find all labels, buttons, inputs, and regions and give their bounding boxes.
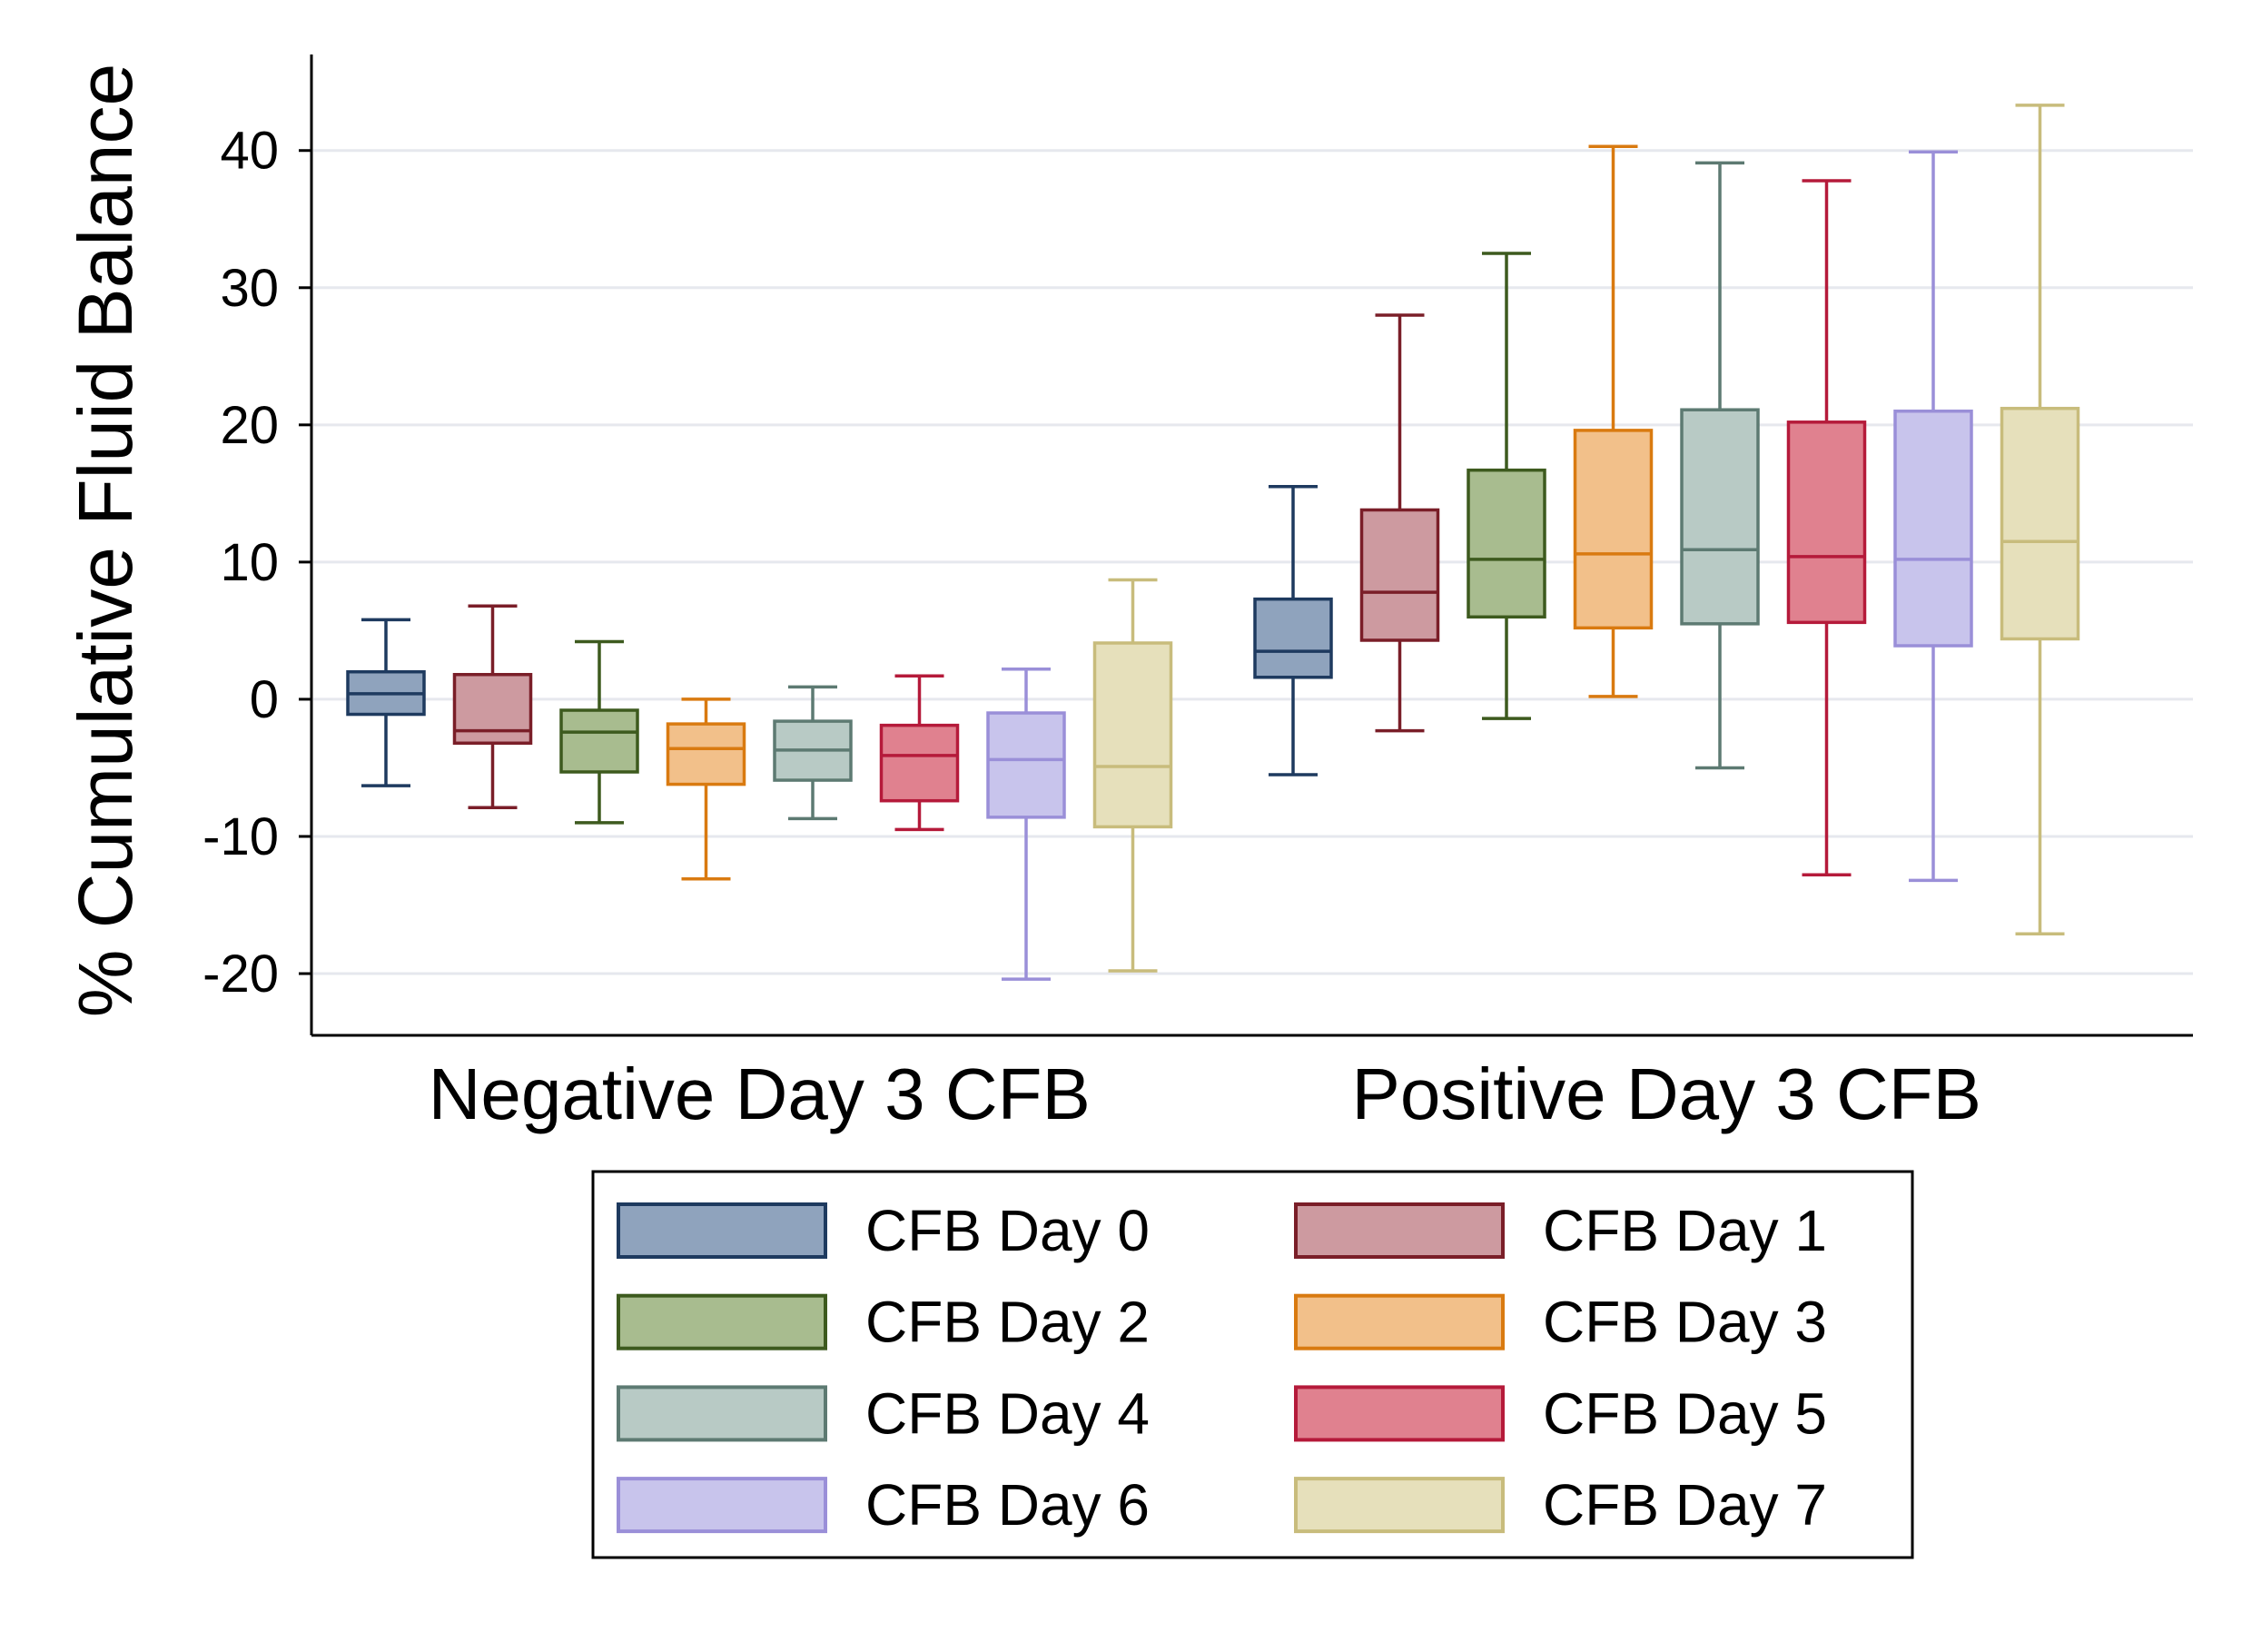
boxes — [346, 104, 2080, 981]
legend-label: CFB Day 1 — [1543, 1198, 1827, 1263]
iqr-box — [986, 711, 1066, 819]
iqr-box — [1467, 468, 1546, 619]
x-group-label: Negative Day 3 CFB — [429, 1054, 1091, 1134]
box-cfb-day-7-group-2 — [2000, 104, 2080, 935]
box-cfb-day-2-group-1 — [559, 639, 639, 825]
legend-swatch — [1294, 1385, 1505, 1442]
group-labels: Negative Day 3 CFB Positive Day 3 CFB — [429, 1054, 1981, 1134]
legend-entry: CFB Day 0 — [617, 1198, 1150, 1263]
box-cfb-day-4-group-1 — [773, 685, 853, 821]
legend-label: CFB Day 2 — [865, 1290, 1150, 1355]
y-tick-label: -10 — [202, 807, 279, 866]
y-axis-ticks: -20 -10 0 10 20 30 40 — [202, 122, 311, 1004]
legend-entry: CFB Day 7 — [1294, 1472, 1827, 1538]
box-cfb-day-0-group-2 — [1253, 485, 1333, 777]
legend-entry: CFB Day 2 — [617, 1290, 1150, 1355]
legend-label: CFB Day 5 — [1543, 1380, 1827, 1446]
axes — [310, 54, 2193, 1037]
legend-label: CFB Day 7 — [1543, 1472, 1827, 1538]
legend-swatch — [617, 1477, 827, 1534]
box-cfb-day-0-group-1 — [346, 618, 426, 787]
legend-swatch — [1294, 1293, 1505, 1350]
box-cfb-day-7-group-1 — [1092, 578, 1173, 973]
legend-swatch — [1294, 1202, 1505, 1259]
iqr-box — [1253, 597, 1333, 679]
legend-swatch — [617, 1202, 827, 1259]
iqr-box — [1786, 420, 1867, 625]
iqr-box — [1092, 641, 1173, 829]
box-cfb-day-6-group-2 — [1893, 150, 1973, 883]
y-tick-label: 10 — [220, 533, 279, 592]
legend: CFB Day 0 CFB Day 1 CFB Day 2 CFB Day 3 CFB … — [591, 1170, 1914, 1559]
legend-swatch — [1294, 1477, 1505, 1534]
grid-lines — [313, 149, 2193, 975]
legend-label: CFB Day 4 — [865, 1380, 1150, 1446]
legend-label: CFB Day 3 — [1543, 1290, 1827, 1355]
box-cfb-day-6-group-1 — [986, 667, 1066, 981]
legend-swatch — [617, 1293, 827, 1350]
legend-label: CFB Day 0 — [865, 1198, 1150, 1263]
iqr-box — [1359, 508, 1440, 642]
y-tick-label: -20 — [202, 945, 279, 1004]
box-cfb-day-3-group-1 — [666, 697, 746, 881]
iqr-box — [452, 672, 533, 746]
legend-entry: CFB Day 3 — [1294, 1290, 1827, 1355]
y-axis-title: % Cumulative Fluid Balance — [63, 64, 148, 1018]
iqr-box — [2000, 406, 2080, 641]
iqr-box — [559, 708, 639, 774]
legend-entry: CFB Day 5 — [1294, 1380, 1827, 1446]
x-group-label: Positive Day 3 CFB — [1351, 1054, 1981, 1134]
legend-entry: CFB Day 1 — [1294, 1198, 1827, 1263]
iqr-box — [666, 722, 746, 786]
iqr-box — [1573, 429, 1654, 630]
box-cfb-day-4-group-2 — [1680, 161, 1760, 770]
box-cfb-day-3-group-2 — [1573, 144, 1654, 698]
y-tick-label: 40 — [220, 122, 279, 181]
box-cfb-day-5-group-1 — [879, 674, 960, 832]
y-tick-label: 30 — [220, 259, 279, 318]
iqr-box — [879, 723, 960, 803]
box-cfb-day-1-group-1 — [452, 604, 533, 810]
legend-entry: CFB Day 4 — [617, 1380, 1150, 1446]
legend-entry: CFB Day 6 — [617, 1472, 1150, 1538]
iqr-box — [1893, 409, 1973, 648]
iqr-box — [1680, 408, 1760, 626]
y-tick-label: 20 — [220, 396, 279, 455]
legend-swatch — [617, 1385, 827, 1442]
legend-label: CFB Day 6 — [865, 1472, 1150, 1538]
y-tick-label: 0 — [250, 670, 279, 729]
box-cfb-day-2-group-2 — [1467, 252, 1546, 720]
box-cfb-day-5-group-2 — [1786, 179, 1867, 877]
box-cfb-day-1-group-2 — [1359, 313, 1440, 733]
